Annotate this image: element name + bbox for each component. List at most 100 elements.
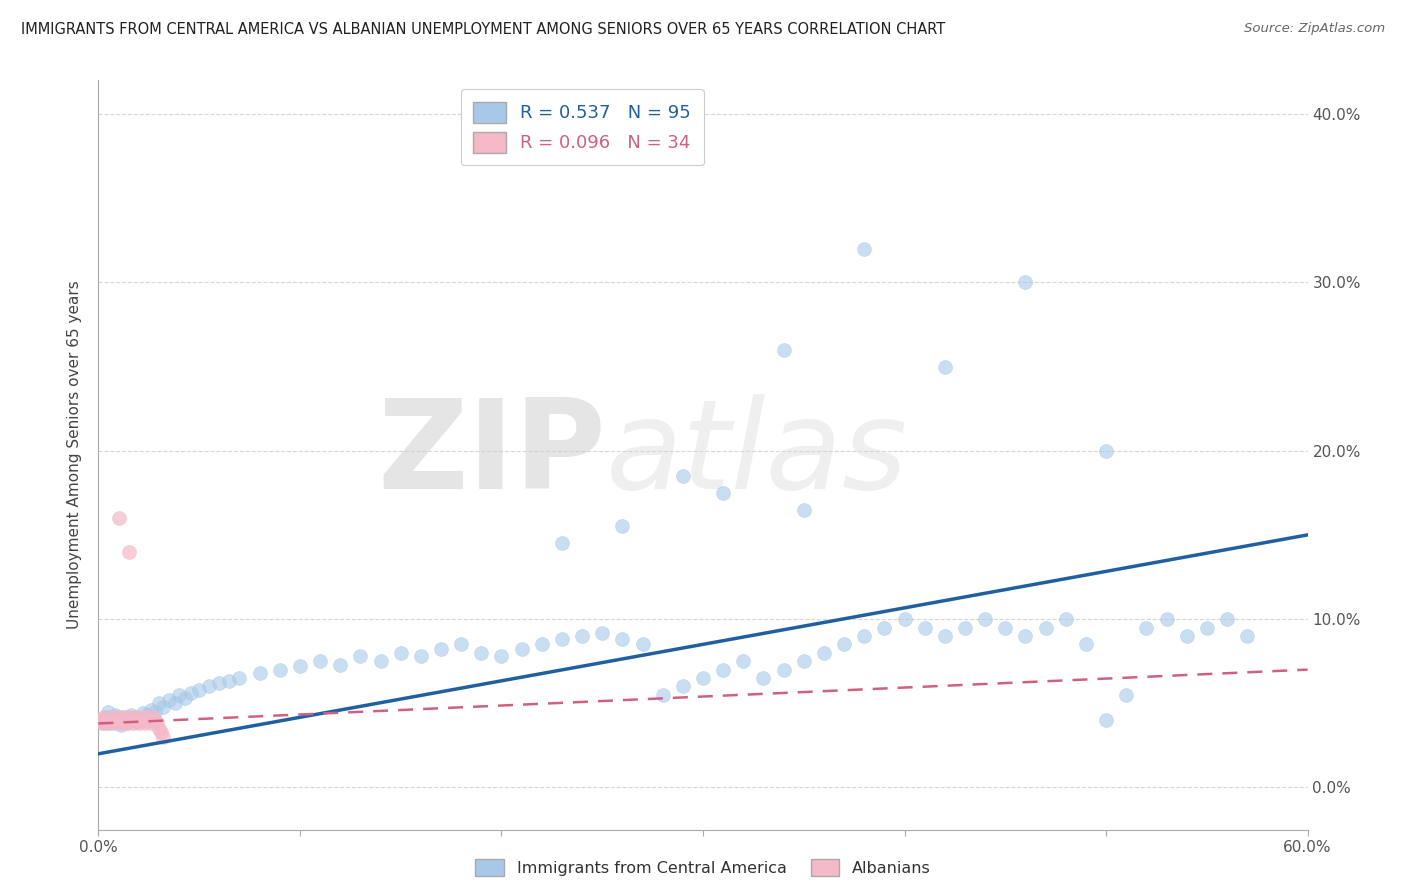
- Point: [208, 676, 231, 690]
- Point: [752, 671, 775, 685]
- Point: [107, 511, 129, 525]
- Point: [89, 713, 111, 727]
- Point: [110, 716, 132, 731]
- Point: [188, 682, 211, 697]
- Point: [107, 713, 129, 727]
- Point: [134, 716, 156, 731]
- Point: [91, 713, 114, 727]
- Point: [269, 663, 291, 677]
- Point: [114, 713, 136, 727]
- Point: [167, 688, 190, 702]
- Point: [793, 654, 815, 668]
- Point: [91, 716, 114, 731]
- Point: [198, 680, 221, 694]
- Point: [139, 716, 162, 731]
- Point: [1195, 620, 1218, 634]
- Point: [121, 716, 143, 731]
- Point: [772, 663, 794, 677]
- Point: [132, 706, 155, 721]
- Point: [934, 629, 956, 643]
- Point: [100, 710, 122, 724]
- Point: [125, 714, 148, 729]
- Point: [853, 629, 876, 643]
- Point: [152, 730, 174, 744]
- Point: [93, 710, 115, 724]
- Point: [612, 632, 634, 647]
- Point: [124, 710, 146, 724]
- Point: [631, 637, 654, 651]
- Point: [934, 359, 956, 374]
- Point: [1115, 688, 1137, 702]
- Point: [711, 485, 734, 500]
- Point: [1156, 612, 1178, 626]
- Point: [349, 649, 371, 664]
- Point: [115, 716, 138, 731]
- Point: [120, 708, 142, 723]
- Point: [1095, 713, 1118, 727]
- Point: [793, 502, 815, 516]
- Point: [491, 649, 513, 664]
- Point: [148, 722, 170, 736]
- Point: [135, 708, 157, 723]
- Point: [152, 699, 174, 714]
- Point: [974, 612, 997, 626]
- Point: [612, 519, 634, 533]
- Point: [174, 691, 197, 706]
- Point: [118, 710, 141, 724]
- Point: [672, 680, 695, 694]
- Point: [370, 654, 392, 668]
- Point: [288, 659, 311, 673]
- Point: [651, 688, 673, 702]
- Point: [96, 713, 118, 727]
- Point: [832, 637, 855, 651]
- Point: [1014, 629, 1036, 643]
- Text: Source: ZipAtlas.com: Source: ZipAtlas.com: [1244, 22, 1385, 36]
- Point: [733, 654, 755, 668]
- Point: [143, 705, 166, 719]
- Point: [1095, 443, 1118, 458]
- Point: [450, 637, 472, 651]
- Point: [110, 718, 132, 732]
- Legend: R = 0.537   N = 95, R = 0.096   N = 34: R = 0.537 N = 95, R = 0.096 N = 34: [461, 89, 703, 165]
- Point: [853, 242, 876, 256]
- Point: [914, 620, 936, 634]
- Point: [120, 713, 142, 727]
- Point: [135, 710, 157, 724]
- Point: [97, 705, 120, 719]
- Point: [551, 536, 574, 550]
- Point: [114, 713, 136, 727]
- Point: [409, 649, 432, 664]
- Point: [1074, 637, 1097, 651]
- Point: [1035, 620, 1057, 634]
- Point: [125, 713, 148, 727]
- Y-axis label: Unemployment Among Seniors over 65 years: Unemployment Among Seniors over 65 years: [67, 281, 83, 629]
- Point: [93, 716, 115, 731]
- Point: [530, 637, 553, 651]
- Text: ZIP: ZIP: [378, 394, 606, 516]
- Point: [329, 657, 352, 672]
- Legend: Immigrants from Central America, Albanians: Immigrants from Central America, Albania…: [468, 853, 938, 882]
- Point: [1175, 629, 1198, 643]
- Point: [157, 693, 180, 707]
- Point: [163, 696, 186, 710]
- Point: [1216, 612, 1239, 626]
- Point: [139, 703, 162, 717]
- Point: [430, 642, 453, 657]
- Point: [105, 711, 128, 725]
- Point: [138, 713, 160, 727]
- Point: [107, 714, 129, 729]
- Point: [180, 686, 202, 700]
- Point: [101, 713, 124, 727]
- Point: [772, 343, 794, 357]
- Point: [105, 710, 128, 724]
- Point: [111, 710, 134, 724]
- Point: [813, 646, 835, 660]
- Point: [1054, 612, 1077, 626]
- Point: [249, 665, 271, 680]
- Point: [96, 710, 118, 724]
- Point: [873, 620, 896, 634]
- Point: [128, 711, 150, 725]
- Point: [218, 674, 240, 689]
- Point: [132, 713, 155, 727]
- Point: [148, 696, 170, 710]
